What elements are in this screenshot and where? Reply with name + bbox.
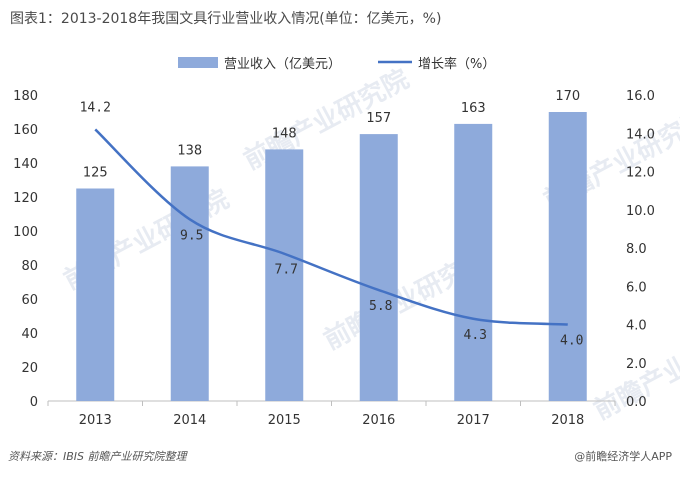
- bar-value-label: 148: [272, 126, 297, 141]
- bar-series: [76, 112, 587, 402]
- bar-2014: [170, 166, 209, 401]
- y-right-tick-label: 16.0: [626, 89, 655, 104]
- x-tick-label: 2016: [362, 413, 395, 428]
- chart-title: 图表1：2013-2018年我国文具行业营业收入情况(单位：亿美元，%): [10, 11, 442, 27]
- y-left-tick-label: 40: [21, 327, 38, 342]
- bar-value-label: 157: [366, 111, 391, 126]
- source-note: 资料来源：IBIS 前瞻产业研究院整理: [8, 450, 187, 463]
- bar-value-label: 170: [555, 89, 580, 104]
- line-series: [94, 128, 568, 326]
- growth-rate-line: [94, 128, 568, 326]
- line-value-label: 5.8: [369, 299, 392, 314]
- y-right-tick-label: 8.0: [626, 242, 647, 257]
- bar-2016: [359, 134, 398, 401]
- y-left-tick-label: 160: [13, 123, 38, 138]
- y-right-tick-label: 12.0: [626, 166, 655, 181]
- x-tick-label: 2015: [268, 413, 301, 428]
- x-tick-label: 2014: [173, 413, 206, 428]
- legend: 营业收入（亿美元） 增长率（%）: [178, 56, 495, 72]
- y-right-tick-label: 2.0: [626, 357, 647, 372]
- legend-line-label: 增长率（%）: [418, 56, 495, 72]
- y-right-tick-label: 4.0: [626, 319, 647, 334]
- line-value-label: 4.0: [560, 334, 583, 349]
- line-value-label: 4.3: [464, 328, 487, 343]
- x-tick-label: 2017: [457, 413, 490, 428]
- line-value-label: 9.5: [180, 228, 203, 243]
- line-value-label: 14.2: [80, 100, 111, 115]
- bar-value-label: 125: [83, 166, 108, 181]
- y-left-tick-label: 180: [13, 89, 38, 104]
- y-right-tick-label: 6.0: [626, 280, 647, 295]
- bar-value-label: 163: [461, 101, 486, 116]
- y-left-tick-label: 80: [21, 259, 38, 274]
- y-left-tick-label: 140: [13, 157, 38, 172]
- y-right-tick-label: 10.0: [626, 204, 655, 219]
- x-tick-label: 2013: [79, 413, 112, 428]
- y-left-tick-label: 100: [13, 225, 38, 240]
- y-right-tick-label: 0.0: [626, 395, 647, 410]
- data-labels: 125 138 148 157 163 170 14.2 9.5 7.7 5.8 4.3 4.0: [80, 89, 584, 349]
- line-value-label: 7.7: [275, 263, 298, 278]
- bar-2018: [548, 112, 587, 401]
- bar-2015: [265, 149, 304, 401]
- x-tick-label: 2018: [551, 413, 584, 428]
- brand-label: @前瞻经济学人APP: [574, 450, 672, 463]
- y-right-tick-label: 14.0: [626, 127, 655, 142]
- bar-value-label: 138: [177, 143, 202, 158]
- bar-2017: [454, 123, 493, 402]
- legend-bar-swatch: [178, 57, 218, 68]
- y-left-tick-label: 120: [13, 191, 38, 206]
- legend-bar-label: 营业收入（亿美元）: [224, 57, 341, 72]
- axes: 0 20 40 60 80 100 120 140 160 180 0.0 2.0 4.0 6.0 8.0 1…: [13, 89, 655, 428]
- bar-2013: [76, 188, 115, 401]
- y-left-tick-label: 0: [30, 395, 38, 410]
- y-left-tick-label: 60: [21, 293, 38, 308]
- y-left-tick-label: 20: [21, 361, 38, 376]
